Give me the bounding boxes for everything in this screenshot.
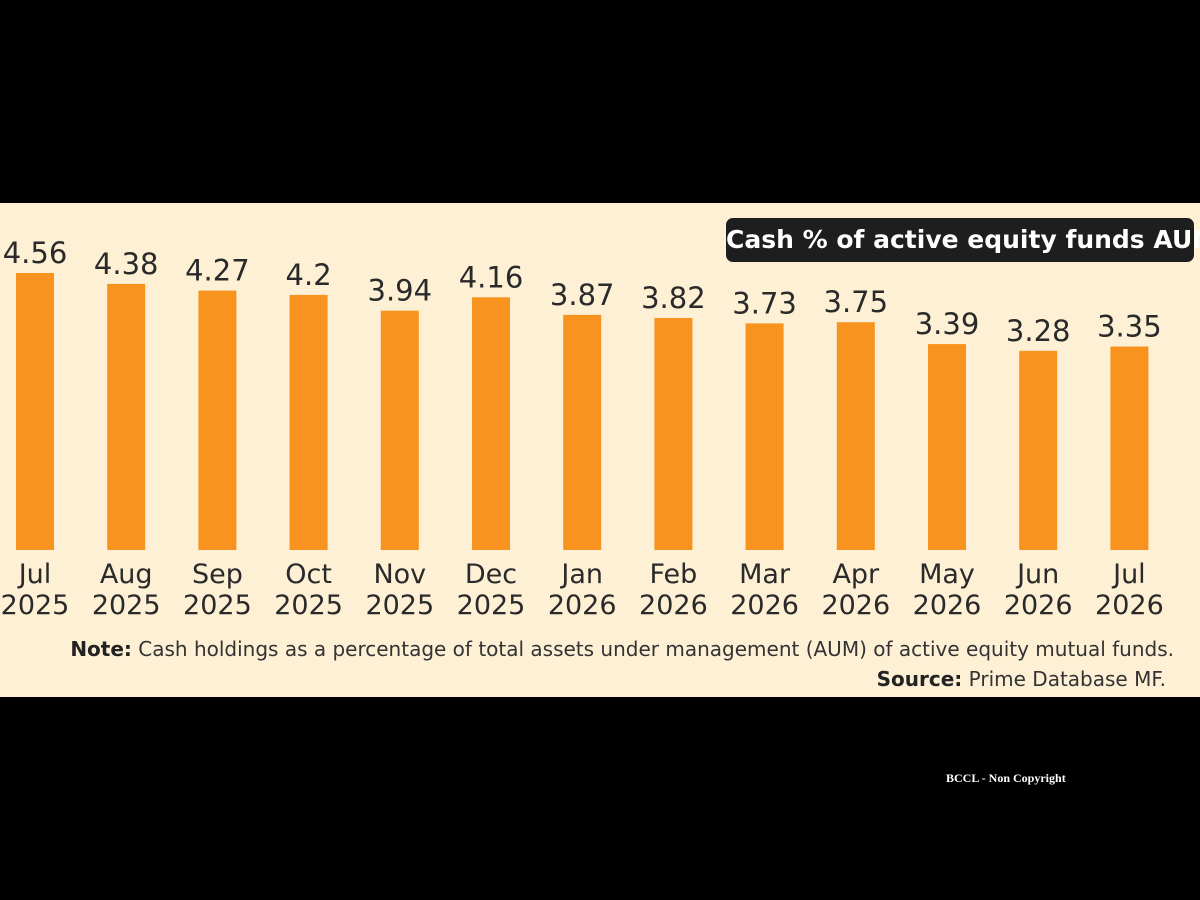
tick-label-year: 2025 bbox=[1, 590, 70, 621]
tick-label-year: 2025 bbox=[365, 590, 434, 621]
chart-panel: 4.56 Jul 2025 4.38 Aug 2025 4.27 Sep 2025 4.2 Oct 2… bbox=[0, 203, 1200, 697]
tick-label-month: Feb bbox=[649, 559, 697, 590]
value-label: 4.56 bbox=[3, 236, 68, 270]
bar bbox=[1019, 350, 1058, 550]
chart-title: Cash % of active equity funds AUM bbox=[726, 218, 1200, 262]
tick-label-month: Jan bbox=[559, 559, 603, 590]
tick-label-year: 2026 bbox=[1004, 590, 1073, 621]
bar bbox=[289, 294, 328, 550]
value-label: 4.27 bbox=[185, 254, 250, 288]
tick-label-month: Jul bbox=[17, 559, 52, 590]
value-label: 3.75 bbox=[824, 285, 889, 319]
tick-label-year: 2026 bbox=[821, 590, 890, 621]
chart-note: Note: Cash holdings as a percentage of t… bbox=[70, 637, 1174, 661]
value-label: 3.35 bbox=[1097, 310, 1162, 344]
tick-label-month: Jul bbox=[1111, 559, 1146, 590]
bar bbox=[380, 310, 419, 550]
tick-label-month: Dec bbox=[465, 559, 517, 590]
source-text: Prime Database MF. bbox=[968, 667, 1166, 691]
bar bbox=[836, 322, 875, 550]
bar bbox=[16, 273, 54, 550]
value-label: 3.39 bbox=[915, 307, 980, 341]
bar bbox=[745, 323, 784, 550]
bar bbox=[563, 314, 602, 550]
value-label: 3.94 bbox=[368, 274, 433, 308]
value-label: 3.82 bbox=[641, 281, 706, 315]
bar bbox=[1110, 346, 1149, 550]
value-label: 4.38 bbox=[94, 247, 159, 281]
note-text: Cash holdings as a percentage of total a… bbox=[138, 637, 1174, 661]
tick-label-month: Apr bbox=[832, 559, 880, 590]
tick-label-year: 2026 bbox=[639, 590, 708, 621]
bar bbox=[107, 283, 146, 550]
watermark-text: BCCL - Non Copyright bbox=[946, 771, 1066, 785]
bar bbox=[928, 344, 966, 550]
bar bbox=[654, 318, 693, 550]
tick-label-year: 2026 bbox=[730, 590, 799, 621]
bar bbox=[198, 290, 237, 550]
value-label: 3.73 bbox=[732, 286, 797, 320]
tick-label-year: 2025 bbox=[457, 590, 526, 621]
tick-label-month: Nov bbox=[373, 559, 426, 590]
tick-label-month: Oct bbox=[285, 559, 332, 590]
tick-label-year: 2025 bbox=[183, 590, 252, 621]
tick-label-month: May bbox=[919, 559, 975, 590]
tick-label-year: 2025 bbox=[274, 590, 343, 621]
tick-label-year: 2026 bbox=[1095, 590, 1164, 621]
tick-label-month: Aug bbox=[100, 559, 153, 590]
bar-chart: 4.56Jul20254.38Aug20254.27Sep20254.2Oct2… bbox=[1, 236, 1164, 621]
tick-label-month: Jun bbox=[1015, 559, 1059, 590]
tick-label-year: 2026 bbox=[913, 590, 982, 621]
value-label: 4.16 bbox=[459, 260, 524, 294]
value-label: 3.28 bbox=[1006, 314, 1071, 348]
value-label: 4.2 bbox=[286, 258, 332, 292]
chart-source: Source: Prime Database MF. bbox=[877, 667, 1166, 691]
bar bbox=[472, 297, 510, 550]
tick-label-year: 2026 bbox=[548, 590, 617, 621]
note-label: Note: bbox=[70, 637, 132, 661]
tick-label-year: 2025 bbox=[92, 590, 161, 621]
tick-label-month: Sep bbox=[192, 559, 243, 590]
source-label: Source: bbox=[876, 667, 963, 691]
value-label: 3.87 bbox=[550, 278, 615, 312]
tick-label-month: Mar bbox=[739, 559, 791, 590]
